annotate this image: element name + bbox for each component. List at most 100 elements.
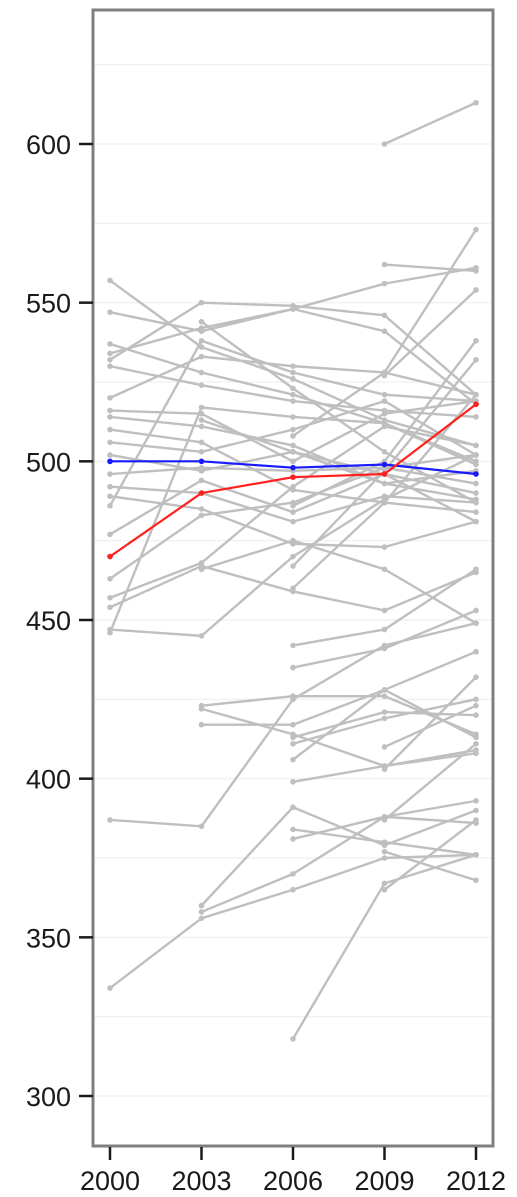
data-point [107, 341, 113, 347]
data-point [381, 461, 388, 468]
y-tick-label: 550 [26, 289, 71, 319]
data-point [381, 709, 388, 715]
data-point [290, 376, 296, 382]
data-point [198, 633, 205, 639]
series-line [201, 539, 477, 625]
plot-frame [91, 8, 495, 1148]
data-point [107, 395, 113, 401]
data-point [473, 287, 479, 293]
data-point [381, 261, 388, 268]
data-point [473, 480, 479, 487]
data-point [107, 604, 113, 611]
data-point [198, 417, 205, 423]
data-point [473, 798, 479, 804]
data-point [381, 839, 388, 845]
data-point [381, 544, 388, 550]
y-tick-label: 400 [26, 765, 71, 795]
x-tick-label: 2006 [263, 1166, 323, 1196]
data-point [198, 369, 205, 376]
data-point [290, 563, 296, 569]
data-point [198, 566, 205, 573]
data-point [473, 401, 479, 408]
data-point [107, 985, 113, 991]
data-point [381, 848, 388, 855]
data-point [290, 433, 296, 439]
data-point [381, 398, 388, 404]
data-point [107, 452, 113, 458]
data-point [473, 648, 479, 655]
data-point [198, 477, 205, 484]
series-line [201, 799, 477, 914]
series-50 [381, 702, 479, 750]
data-point [473, 452, 479, 458]
data-point [381, 420, 388, 427]
data-point [473, 740, 479, 747]
series-25 [107, 852, 479, 991]
series-line [384, 850, 477, 882]
series-line [383, 676, 477, 770]
data-point [473, 337, 479, 344]
y-axis: 300 350 400 450 500 550 600 [26, 130, 93, 1112]
data-point [290, 836, 296, 842]
data-point [381, 372, 388, 379]
data-point [473, 226, 479, 233]
series-0 [107, 458, 479, 477]
series-47 [381, 99, 479, 147]
data-point [107, 407, 113, 414]
series-32 [198, 804, 479, 909]
data-point [381, 687, 388, 693]
data-point [290, 518, 296, 525]
series-49 [381, 287, 479, 379]
data-point [290, 303, 296, 309]
data-point [381, 880, 388, 887]
series-17 [107, 337, 479, 509]
data-point [107, 817, 113, 823]
series-line [383, 289, 477, 377]
series-51 [381, 740, 479, 823]
data-point [381, 715, 388, 722]
data-point [198, 902, 205, 909]
data-point [473, 458, 479, 465]
data-point [198, 706, 205, 712]
data-point [290, 826, 296, 833]
data-point [290, 369, 296, 376]
data-point [198, 909, 205, 915]
data-point [473, 877, 479, 884]
data-point [381, 141, 388, 147]
data-point [290, 442, 296, 449]
data-point [198, 512, 205, 519]
data-point [107, 629, 113, 636]
series-48 [381, 261, 479, 274]
data-point [290, 363, 296, 369]
data-point [107, 426, 113, 433]
data-point [381, 817, 388, 823]
data-point [290, 509, 296, 515]
series-23 [107, 404, 479, 636]
data-point [473, 499, 479, 506]
y-tick-label: 500 [26, 447, 71, 477]
data-point [107, 483, 113, 490]
data-point [198, 439, 205, 446]
data-point [290, 585, 296, 592]
data-point [473, 490, 479, 496]
data-point [473, 442, 479, 449]
data-point [473, 268, 479, 274]
data-point [381, 886, 388, 893]
data-point [198, 915, 205, 922]
data-point [381, 499, 388, 506]
data-point [290, 391, 296, 398]
series-lines [107, 99, 479, 1042]
data-point [473, 391, 479, 398]
data-point [198, 318, 205, 325]
data-point [198, 299, 205, 306]
data-point [107, 531, 113, 538]
data-point [107, 277, 113, 284]
x-axis: 2000 2003 2006 2009 2012 [80, 1147, 506, 1196]
data-point [381, 312, 388, 319]
series-line [383, 818, 477, 891]
data-point [290, 474, 296, 481]
data-point [381, 480, 388, 487]
data-point [290, 1036, 296, 1042]
series-52 [381, 848, 479, 884]
data-point [473, 509, 479, 515]
